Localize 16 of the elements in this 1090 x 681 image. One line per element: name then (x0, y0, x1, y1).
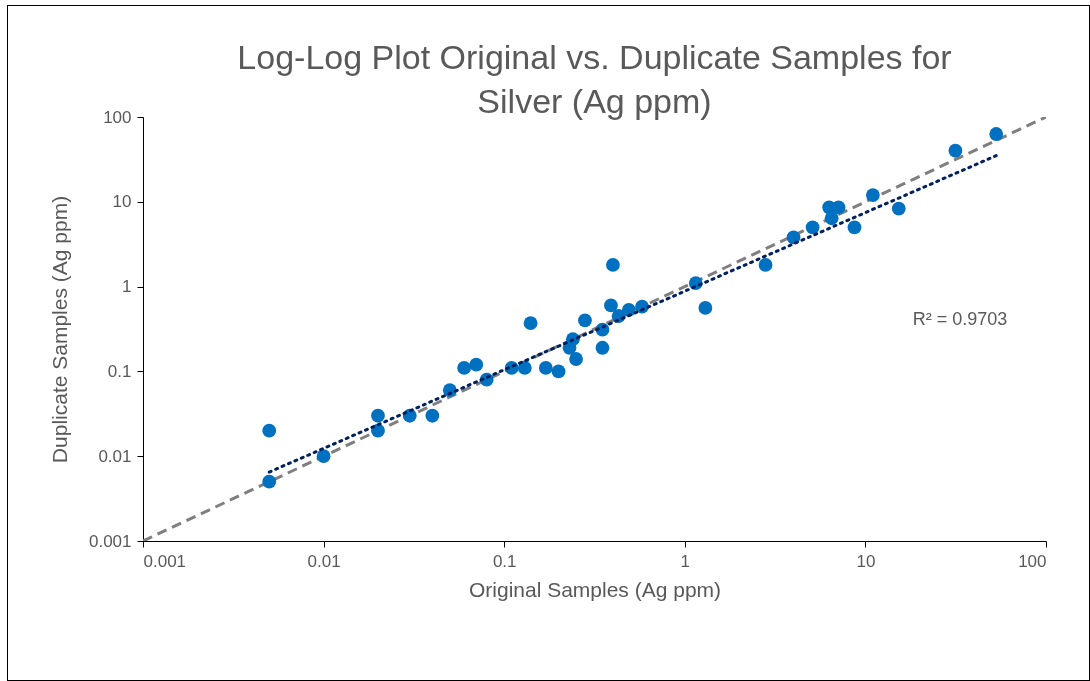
y-tick-label: 100 (103, 107, 132, 127)
annotation: R² = 0.9703 (912, 309, 1008, 329)
x-tick-label: 10 (856, 551, 876, 571)
x-tick-label: 1 (680, 551, 691, 571)
y-tick-label: 1 (122, 277, 132, 297)
x-axis-title: Original Samples (Ag ppm) (468, 577, 722, 601)
y-tick-label: 0.1 (107, 361, 132, 381)
x-tick-label: 100 (1018, 551, 1047, 571)
chart-title: Log-Log Plot Original vs. Duplicate Samples for Silver (Ag ppm) (237, 38, 952, 120)
y-tick-label: 0.01 (98, 446, 132, 466)
x-tick-label: 0.1 (492, 551, 517, 571)
y-axis-title: Duplicate Samples (Ag ppm) (47, 195, 71, 464)
x-tick-label: 0.01 (307, 551, 341, 571)
y-tick-label: 0.001 (88, 531, 132, 551)
y-tick-label: 10 (112, 192, 132, 212)
x-tick-label: 0.001 (143, 551, 187, 571)
